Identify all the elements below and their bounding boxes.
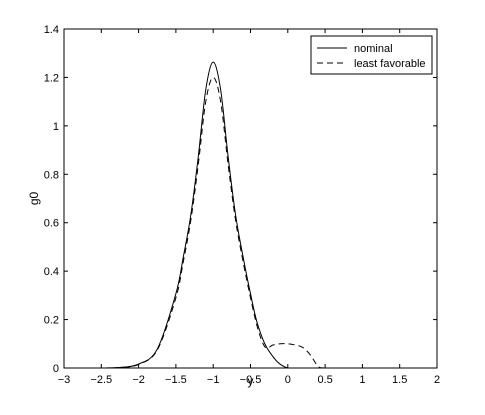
y-tick-label: 0.8	[44, 169, 59, 181]
legend: nominal least favorable	[310, 35, 433, 75]
y-tick-label: 0.4	[44, 266, 59, 278]
x-tick-label: −3	[58, 374, 71, 386]
legend-label-least-favorable: least favorable	[354, 58, 426, 70]
plot-area-frame	[63, 28, 438, 369]
y-tick-labels: 0 0.2 0.4 0.6 0.8 1 1.2 1.4	[44, 24, 59, 375]
x-tick-label: −2	[132, 374, 145, 386]
legend-box	[310, 35, 433, 75]
legend-label-nominal: nominal	[354, 43, 393, 55]
x-tick-label: 1	[359, 374, 365, 386]
x-tick-label: −2.5	[90, 374, 112, 386]
x-tick-label: −1.5	[165, 374, 187, 386]
series-layer	[64, 61, 437, 369]
y-tick-label: 0.6	[44, 218, 59, 230]
x-tick-label: 0.5	[317, 374, 332, 386]
y-axis-label: g0	[27, 192, 41, 206]
y-tick-label: 1.4	[44, 24, 59, 36]
x-tick-label: −1	[207, 374, 220, 386]
y-tick-label: 0	[53, 363, 59, 375]
x-tick-labels: −3 −2.5 −2 −1.5 −1 −0.5 0 0.5 1 1.5 2	[58, 374, 440, 386]
y-tick-label: 1	[53, 121, 59, 133]
x-tick-label: 1.5	[392, 374, 407, 386]
x-axis-label: y	[248, 374, 254, 388]
axis-ticks	[63, 28, 438, 369]
y-tick-label: 0.2	[44, 315, 59, 327]
y-tick-label: 1.2	[44, 72, 59, 84]
x-tick-label: 2	[434, 374, 440, 386]
x-tick-label: 0	[285, 374, 291, 386]
x-tick-label: −0.5	[240, 374, 262, 386]
